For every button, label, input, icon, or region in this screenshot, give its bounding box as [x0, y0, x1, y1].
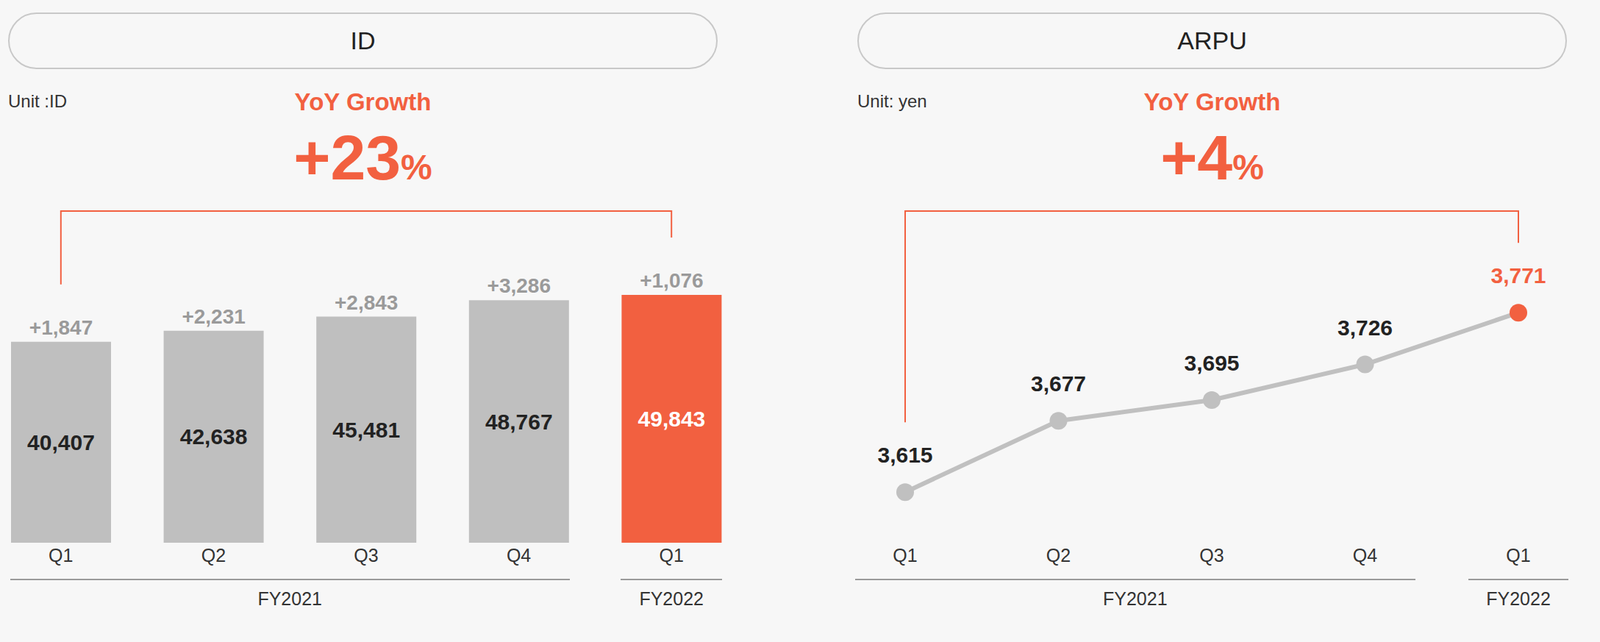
svg-text:48,767: 48,767 [485, 409, 553, 434]
html-text:FY2021: FY2021 [1102, 588, 1168, 609]
svg-text:Q1: Q1 [48, 544, 73, 566]
svg-text:+2,231: +2,231 [181, 305, 245, 328]
svg-text:49,843: 49,843 [638, 406, 706, 431]
html-text:Unit :ID: Unit :ID [8, 91, 67, 112]
svg-text:45,481: 45,481 [332, 417, 400, 442]
svg-text:Q2: Q2 [1046, 544, 1071, 566]
html-text:FY2021: FY2021 [257, 588, 323, 609]
html-text:+4%: +4% [1160, 122, 1264, 193]
svg-text:Q3: Q3 [1199, 544, 1224, 566]
html-text:+23%: +23% [293, 122, 433, 193]
svg-text:3,726: 3,726 [1337, 315, 1393, 340]
svg-text:42,638: 42,638 [180, 424, 248, 449]
html-text:FY2022: FY2022 [639, 588, 704, 609]
svg-text:3,677: 3,677 [1030, 371, 1087, 396]
svg-text:3,695: 3,695 [1183, 350, 1239, 375]
svg-text:Q1: Q1 [1505, 544, 1531, 566]
svg-text:+1,076: +1,076 [639, 269, 703, 292]
svg-text:3,615: 3,615 [877, 442, 933, 467]
svg-text:+3,286: +3,286 [487, 274, 551, 298]
svg-text:40,407: 40,407 [27, 430, 95, 455]
svg-text:Q1: Q1 [659, 544, 684, 566]
svg-text:Q2: Q2 [201, 544, 226, 566]
html-text:YoY Growth: YoY Growth [1143, 88, 1281, 116]
svg-text:Q4: Q4 [1352, 544, 1378, 566]
html-text:ARPU: ARPU [1177, 26, 1247, 55]
html-text:FY2022: FY2022 [1486, 588, 1551, 609]
svg-text:Q4: Q4 [506, 544, 531, 566]
html-text:YoY Growth: YoY Growth [294, 88, 432, 116]
html-text:Unit: yen: Unit: yen [857, 91, 927, 112]
svg-text:+2,843: +2,843 [334, 291, 398, 314]
svg-text:3,771: 3,771 [1490, 263, 1546, 288]
svg-text:+1,847: +1,847 [29, 316, 93, 339]
svg-text:Q1: Q1 [892, 544, 917, 566]
html-text:ID: ID [350, 26, 376, 55]
svg-text:Q3: Q3 [353, 544, 378, 566]
